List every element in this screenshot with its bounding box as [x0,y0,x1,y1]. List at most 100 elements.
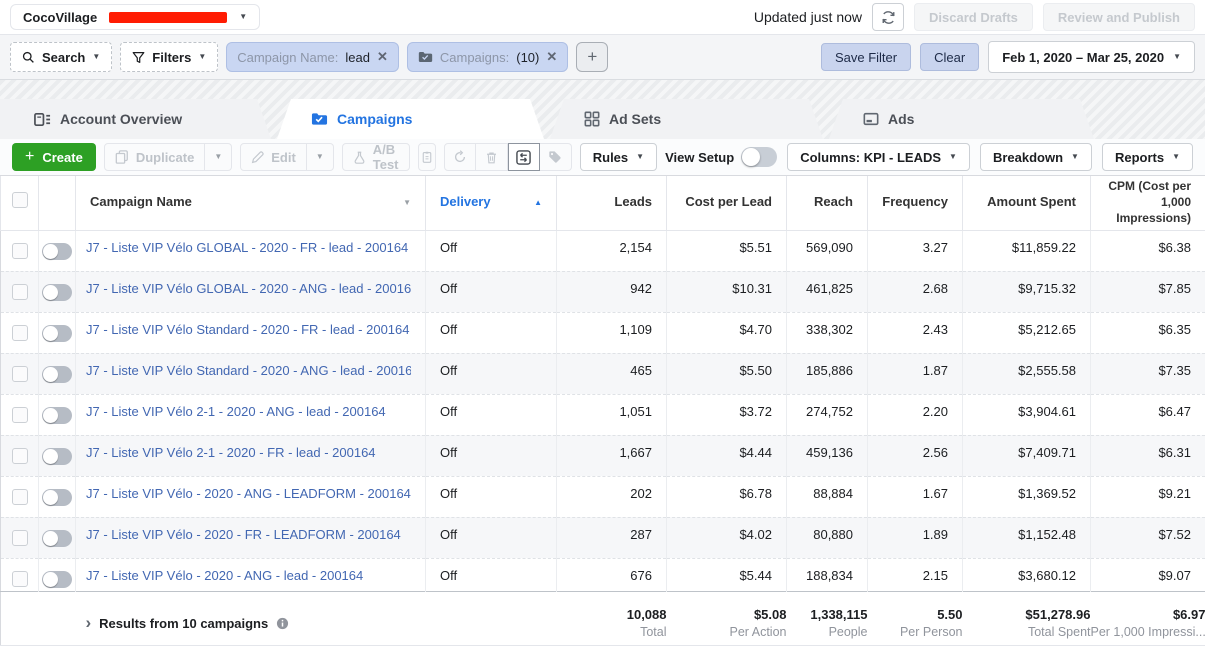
cpm-value: $6.31 [1090,435,1205,477]
expand-results-icon[interactable]: › [85,613,92,632]
remove-filter-icon[interactable]: ✕ [376,49,388,64]
info-icon[interactable] [276,617,289,630]
row-checkbox[interactable] [11,242,28,259]
chevron-down-icon: ▼ [214,152,223,161]
column-header-delivery[interactable]: Delivery ▲ [425,176,557,231]
duplicate-icon [115,150,129,164]
create-label: Create [42,149,83,165]
view-setup-toggle[interactable] [741,147,778,167]
campaign-name-link[interactable]: J7 - Liste VIP Vélo GLOBAL - 2020 - FR -… [86,239,409,255]
row-checkbox[interactable] [11,365,28,382]
clipboard-button[interactable] [417,143,436,171]
campaign-name-link[interactable]: J7 - Liste VIP Vélo - 2020 - ANG - LEADF… [86,485,411,501]
row-checkbox[interactable] [11,570,28,587]
campaign-toggle[interactable] [42,447,72,465]
tab-ad-sets[interactable]: Ad Sets [550,99,823,139]
delete-button[interactable] [475,143,508,171]
delivery-status: Off [425,517,557,559]
discard-drafts-button[interactable]: Discard Drafts [914,3,1033,31]
campaign-toggle[interactable] [42,283,72,301]
cost-per-lead-value: $4.02 [666,517,787,559]
review-and-publish-button[interactable]: Review and Publish [1042,3,1195,31]
column-header-cpm[interactable]: CPM (Cost per 1,000 Impressions) [1090,176,1205,231]
plus-icon: + [25,148,35,165]
reach-value: 338,302 [786,312,868,354]
refresh-button[interactable] [872,3,905,31]
row-checkbox[interactable] [11,488,28,505]
row-checkbox[interactable] [11,283,28,300]
delivery-status: Off [425,353,557,395]
total-amount-spent: $51,278.96 Total Spent [962,590,1091,646]
delivery-status: Off [425,435,557,477]
create-button[interactable]: + Create [12,143,96,171]
tab-account-overview[interactable]: Account Overview [0,99,271,139]
campaign-toggle[interactable] [42,570,72,588]
date-range-selector[interactable]: Feb 1, 2020 – Mar 25, 2020 ▼ [988,41,1195,73]
campaign-toggle[interactable] [42,242,72,260]
filter-chip-campaign-name[interactable]: Campaign Name: lead ✕ [226,42,399,72]
column-header-reach[interactable]: Reach [786,176,868,231]
campaign-toggle[interactable] [42,324,72,342]
flask-icon [353,151,366,164]
rules-button[interactable]: Rules ▼ [579,143,658,171]
total-cpm: $6.97 Per 1,000 Impressi... [1090,590,1205,646]
tab-label: Ad Sets [609,111,662,127]
campaign-name-link[interactable]: J7 - Liste VIP Vélo GLOBAL - 2020 - ANG … [86,280,411,296]
clear-filter-button[interactable]: Clear [920,43,980,71]
campaign-name-link[interactable]: J7 - Liste VIP Vélo - 2020 - ANG - lead … [86,567,364,583]
add-filter-button[interactable]: + [576,42,609,72]
campaign-name-link[interactable]: J7 - Liste VIP Vélo Standard - 2020 - AN… [86,362,411,378]
column-header-amount-spent[interactable]: Amount Spent [962,176,1091,231]
tab-label: Campaigns [337,111,413,127]
action-toolbar: + Create Duplicate ▼ Edit ▼ A/B Test [0,139,1205,176]
row-checkbox[interactable] [11,324,28,341]
column-header-cost-per-lead[interactable]: Cost per Lead [666,176,787,231]
select-all-checkbox[interactable] [11,192,28,209]
row-checkbox[interactable] [11,447,28,464]
reports-button[interactable]: Reports ▼ [1101,143,1193,171]
amount-spent-value: $1,369.52 [962,476,1091,518]
duplicate-button[interactable]: Duplicate [103,143,206,171]
duplicate-menu-button[interactable]: ▼ [205,143,233,171]
breakdown-button[interactable]: Breakdown ▼ [979,143,1092,171]
cost-per-lead-value: $3.72 [666,394,787,436]
campaign-name-link[interactable]: J7 - Liste VIP Vélo 2-1 - 2020 - FR - le… [86,444,376,460]
total-cost-per-lead: $5.08 Per Action [666,590,787,646]
tab-ads[interactable]: Ads [829,99,1094,139]
edit-button[interactable]: Edit [240,143,307,171]
column-header-leads[interactable]: Leads [556,176,667,231]
column-header-frequency[interactable]: Frequency [867,176,963,231]
date-range-label: Feb 1, 2020 – Mar 25, 2020 [1002,49,1165,65]
campaign-toggle[interactable] [42,488,72,506]
tab-strip: Account Overview Campaigns Ad Sets Ads [0,80,1205,139]
edit-menu-button[interactable]: ▼ [306,143,334,171]
account-selector[interactable]: CocoVillage ▼ [10,4,261,30]
row-checkbox[interactable] [11,529,28,546]
filters-label: Filters [152,49,192,65]
funnel-icon [132,51,145,64]
remove-filter-icon[interactable]: ✕ [546,49,558,64]
ab-test-button[interactable]: A/B Test [341,142,410,172]
leads-value: 465 [556,353,667,395]
campaign-toggle[interactable] [42,365,72,383]
results-summary: Results from 10 campaigns [99,615,269,631]
retry-button[interactable] [443,143,476,171]
filter-chip-campaigns[interactable]: Campaigns: (10) ✕ [406,42,569,72]
row-checkbox[interactable] [11,406,28,423]
campaign-toggle[interactable] [42,529,72,547]
tab-campaigns[interactable]: Campaigns [277,99,544,139]
amount-spent-value: $3,680.12 [962,558,1091,592]
filters-button[interactable]: Filters ▼ [120,42,219,72]
campaign-name-link[interactable]: J7 - Liste VIP Vélo - 2020 - FR - LEADFO… [86,526,401,542]
campaign-toggle[interactable] [42,406,72,424]
columns-button[interactable]: Columns: KPI - LEADS ▼ [787,143,970,171]
chip-label: Campaigns: [439,49,510,65]
breakdown-label: Breakdown [992,149,1064,165]
column-header-campaign-name[interactable]: Campaign Name ▼ [75,176,426,231]
save-filter-button[interactable]: Save Filter [820,43,912,71]
search-button[interactable]: Search ▼ [10,42,113,72]
campaign-name-link[interactable]: J7 - Liste VIP Vélo 2-1 - 2020 - ANG - l… [86,403,386,419]
compare-arrows-button[interactable] [507,143,540,171]
tag-button[interactable] [539,143,572,171]
campaign-name-link[interactable]: J7 - Liste VIP Vélo Standard - 2020 - FR… [86,321,410,337]
